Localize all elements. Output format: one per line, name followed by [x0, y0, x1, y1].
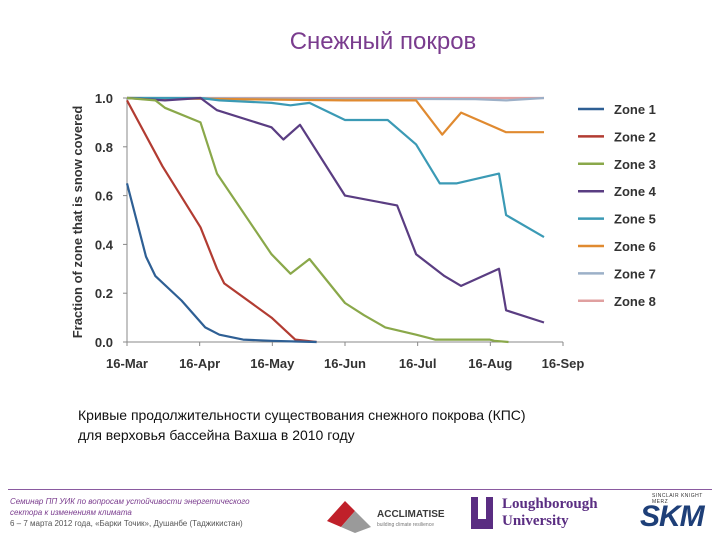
loughborough-wordmark: Loughborough University: [502, 496, 598, 530]
x-tick-label: 16-Jul: [399, 356, 437, 371]
series-line-zone-7: [126, 96, 545, 102]
chart-series: [125, 96, 545, 344]
acclimatise-mark-icon: [327, 501, 371, 533]
caption-line-1: Кривые продолжительности существования с…: [78, 407, 526, 423]
y-tick-label: 0.6: [95, 189, 113, 204]
seminar-info: Семинар ПП УИК по вопросам устойчивости …: [10, 496, 320, 529]
loughborough-mark-icon: [471, 497, 493, 529]
seminar-line-1: Семинар ПП УИК по вопросам устойчивости …: [10, 497, 250, 506]
seminar-line-3: 6 – 7 марта 2012 года, «Барки Точик», Ду…: [10, 519, 243, 528]
chart-legend: Zone 1 Zone 2 Zone 3 Zone 4 Zone 5 Zone 6 Zone…: [578, 102, 657, 309]
slide-title: Снежный покров: [289, 28, 477, 55]
y-tick-label: 0.0: [95, 335, 113, 350]
footer-divider: [8, 489, 712, 490]
skm-tagline: SINCLAIR KNIGHT MERZ: [652, 493, 703, 505]
chart-axes: 0.0 0.2 0.4 0.6 0.8 1.0 16-Mar 16-Apr 16-May 16-J…: [95, 91, 584, 371]
series-line-zone-4: [126, 96, 545, 324]
x-tick-label: 16-May: [250, 356, 295, 371]
series-line-zone-2: [126, 99, 317, 344]
skm-wordmark: SKM: [640, 500, 705, 533]
x-tick-label: 16-Mar: [106, 356, 148, 371]
loughborough-line-1: Loughborough: [502, 496, 598, 512]
y-axis-label: Fraction of zone that is snow covered: [70, 106, 85, 339]
acclimatise-logo: ACCLIMATISE building climate resilience: [325, 495, 465, 535]
seminar-line-2: сектора к изменениям климата: [10, 508, 132, 517]
y-tick-label: 0.4: [95, 237, 114, 252]
acclimatise-tagline: building climate resilience: [377, 522, 434, 528]
loughborough-logo: Loughborough University: [470, 494, 620, 536]
series-line-zone-5: [127, 96, 545, 239]
x-tick-label: 16-Aug: [468, 356, 512, 371]
caption-line-2: для верховья бассейна Вахша в 2010 году: [78, 427, 355, 443]
chart-caption: Кривые продолжительности существования с…: [78, 405, 638, 445]
x-tick-label: 16-Sep: [542, 356, 585, 371]
y-tick-label: 0.2: [95, 286, 113, 301]
x-tick-label: 16-Jun: [324, 356, 366, 371]
y-tick-label: 1.0: [95, 91, 113, 106]
legend-label: Zone 3: [614, 157, 656, 172]
series-line-zone-3: [126, 96, 509, 344]
skm-logo: SINCLAIR KNIGHT MERZ SKM: [632, 493, 716, 537]
legend-label: Zone 1: [614, 102, 656, 117]
loughborough-line-2: University: [502, 513, 569, 529]
legend-label: Zone 6: [614, 239, 656, 254]
snow-cover-chart: 0.0 0.2 0.4 0.6 0.8 1.0 16-Mar 16-Apr 16-May 16-J…: [70, 91, 657, 371]
legend-label: Zone 4: [614, 184, 657, 199]
series-line-zone-6: [126, 96, 544, 136]
legend-label: Zone 5: [614, 212, 656, 227]
legend-label: Zone 7: [614, 266, 656, 281]
y-tick-label: 0.8: [95, 140, 113, 155]
series-line-zone-1: [125, 183, 317, 344]
legend-label: Zone 2: [614, 129, 656, 144]
legend-label: Zone 8: [614, 294, 656, 309]
acclimatise-wordmark: ACCLIMATISE: [377, 509, 445, 520]
x-tick-label: 16-Apr: [179, 356, 220, 371]
